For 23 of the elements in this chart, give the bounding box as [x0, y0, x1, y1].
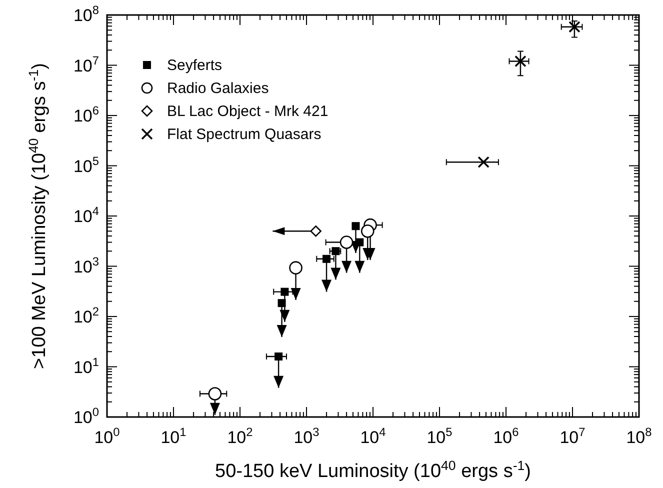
legend-label: Seyferts: [167, 57, 222, 74]
y-tick-label: 10$^{3}$: [73, 254, 100, 276]
x-tick-label: 10$^{3}$: [294, 425, 320, 447]
x-tick-label: 10$^{5}$: [426, 425, 453, 447]
legend-label: BL Lac Object - Mrk 421: [167, 103, 328, 120]
legend-label: Radio Galaxies: [167, 80, 269, 97]
x-tick-label: 10$^{0}$: [94, 425, 120, 447]
y-tick-label: 10$^{6}$: [73, 104, 100, 126]
x-axis-title: 50-150 keV Luminosity (10$^{40}$ ergs s$^{-1}$): [215, 458, 531, 482]
x-tick-label: 10$^{7}$: [560, 425, 586, 447]
y-tick-label: 10$^{1}$: [73, 354, 100, 377]
y-tick-label: 10$^{7}$: [73, 53, 100, 76]
x-tick-label: 10$^{1}$: [160, 425, 187, 447]
x-tick-label: 10$^{2}$: [227, 425, 254, 447]
legend-label: Flat Spectrum Quasars: [167, 126, 322, 143]
x-tick-label: 10$^{4}$: [360, 425, 386, 447]
x-tick-label: 10$^{8}$: [626, 425, 652, 447]
y-tick-label: 10$^{4}$: [73, 204, 100, 226]
y-tick-label: 10$^{8}$: [73, 3, 100, 25]
y-tick-label: 10$^{2}$: [73, 304, 100, 326]
y-tick-label: 10$^{0}$: [73, 405, 100, 427]
x-tick-label: 10$^{6}$: [493, 425, 520, 447]
y-tick-label: 10$^{5}$: [73, 154, 100, 176]
